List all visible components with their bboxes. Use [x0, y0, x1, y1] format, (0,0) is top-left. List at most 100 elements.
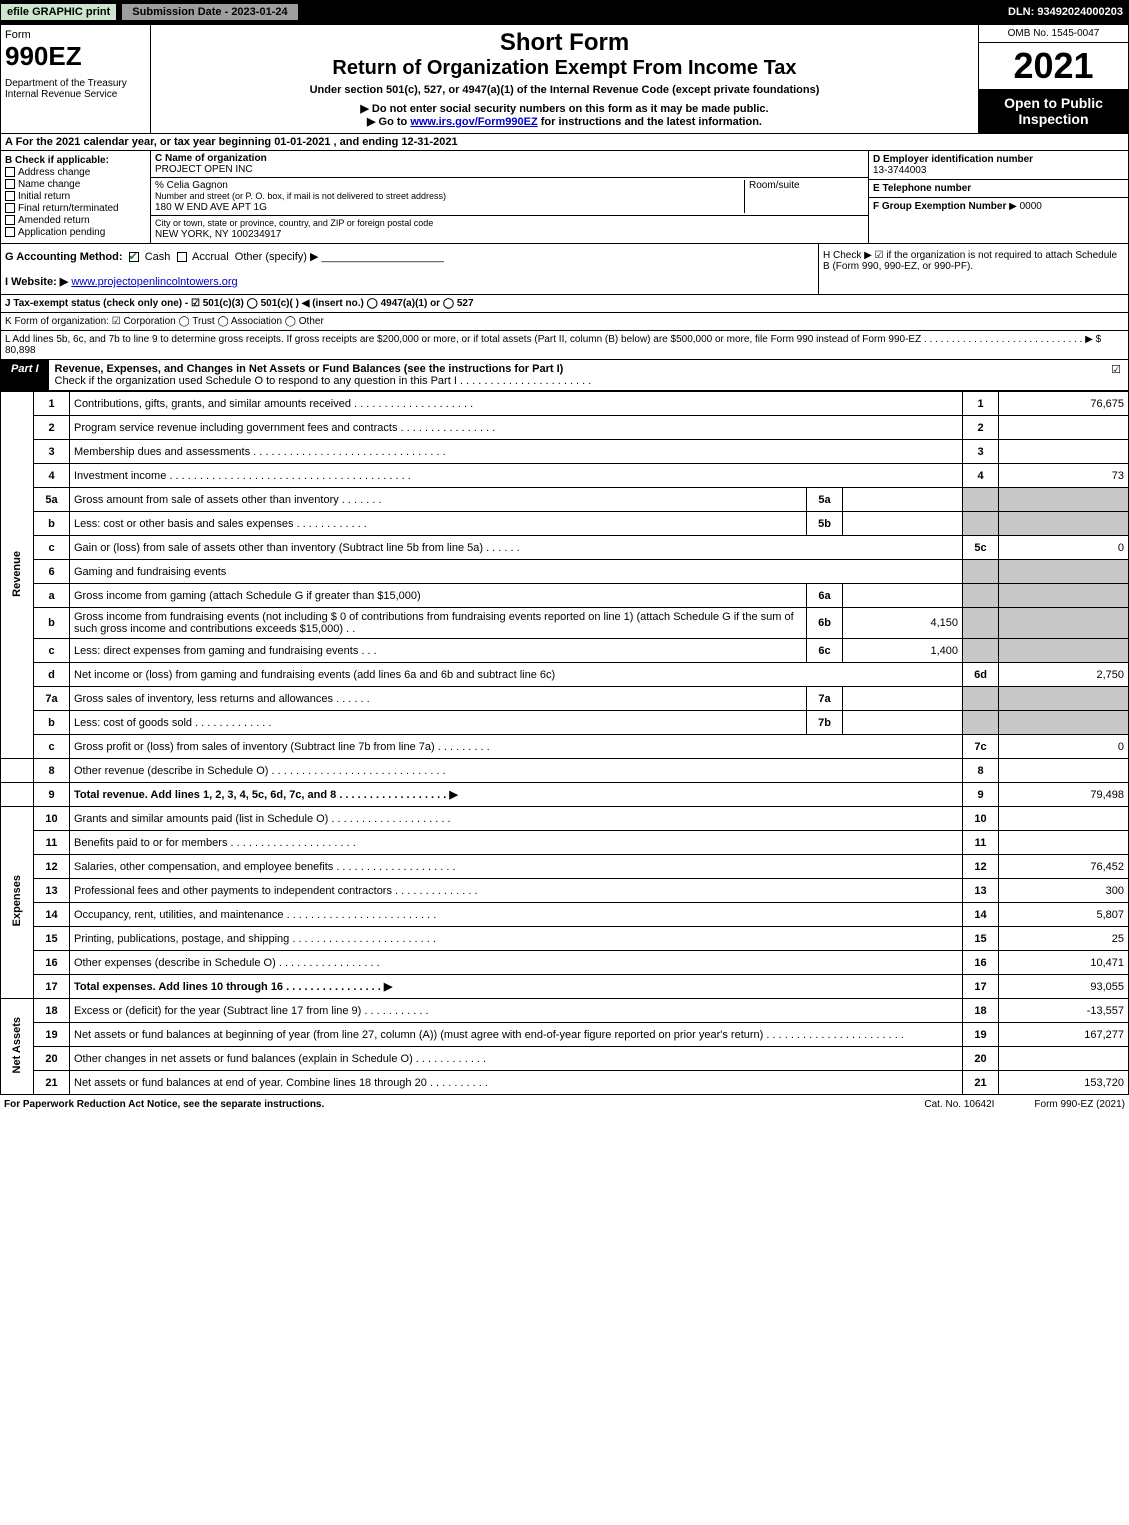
- line-5b: b Less: cost or other basis and sales ex…: [1, 512, 1129, 536]
- ein-value: 13-3744003: [873, 165, 926, 176]
- part1-tag: Part I: [1, 360, 49, 390]
- part1-check-note: Check if the organization used Schedule …: [55, 375, 592, 387]
- short-form-title: Short Form: [159, 29, 970, 57]
- chk-initial-return[interactable]: Initial return: [5, 191, 146, 202]
- section-def: D Employer identification number 13-3744…: [868, 151, 1128, 243]
- form-ref: Form 990-EZ (2021): [1034, 1099, 1125, 1110]
- line-6: 6 Gaming and fundraising events: [1, 560, 1129, 584]
- cat-no: Cat. No. 10642I: [884, 1099, 1034, 1110]
- line-7a: 7a Gross sales of inventory, less return…: [1, 687, 1129, 711]
- city-label: City or town, state or province, country…: [155, 218, 433, 228]
- irs-link[interactable]: www.irs.gov/Form990EZ: [410, 116, 537, 128]
- org-name: PROJECT OPEN INC: [155, 164, 253, 175]
- line-14: 14 Occupancy, rent, utilities, and maint…: [1, 903, 1129, 927]
- line-16: 16 Other expenses (describe in Schedule …: [1, 951, 1129, 975]
- line-15: 15 Printing, publications, postage, and …: [1, 927, 1129, 951]
- other-specify-label: Other (specify) ▶: [235, 251, 319, 263]
- line-7c: c Gross profit or (loss) from sales of i…: [1, 735, 1129, 759]
- netassets-rot-label: Net Assets: [1, 999, 34, 1095]
- chk-amended-return[interactable]: Amended return: [5, 215, 146, 226]
- line-5a: 5a Gross amount from sale of assets othe…: [1, 488, 1129, 512]
- go-to-note: ▶ Go to www.irs.gov/Form990EZ for instru…: [159, 115, 970, 128]
- line-2: 2 Program service revenue including gove…: [1, 416, 1129, 440]
- return-title: Return of Organization Exempt From Incom…: [159, 57, 970, 80]
- line-6a: a Gross income from gaming (attach Sched…: [1, 584, 1129, 608]
- form-label: Form: [5, 29, 31, 41]
- open-to-public: Open to Public Inspection: [979, 89, 1128, 133]
- website-link[interactable]: www.projectopenlincolntowers.org: [71, 276, 237, 288]
- line-6b: b Gross income from fundraising events (…: [1, 608, 1129, 639]
- header-left: Form 990EZ Department of the Treasury In…: [1, 25, 151, 133]
- line-desc: Contributions, gifts, grants, and simila…: [70, 392, 963, 416]
- line-value: 76,675: [999, 392, 1129, 416]
- section-h: H Check ▶ ☑ if the organization is not r…: [818, 244, 1128, 294]
- tax-exempt-status: J Tax-exempt status (check only one) - ☑…: [5, 298, 474, 309]
- group-exemption-label: F Group Exemption Number: [873, 201, 1006, 212]
- address-label: Number and street (or P. O. box, if mail…: [155, 191, 446, 201]
- group-exemption-value: ▶ 0000: [1009, 201, 1042, 212]
- section-b: B Check if applicable: Address change Na…: [1, 151, 151, 243]
- expenses-rot-label: Expenses: [1, 807, 34, 999]
- care-of: % Celia Gagnon: [155, 180, 228, 191]
- cash-label: Cash: [145, 251, 171, 263]
- form-header: Form 990EZ Department of the Treasury In…: [0, 24, 1129, 134]
- line-6c: c Less: direct expenses from gaming and …: [1, 639, 1129, 663]
- line-21: 21 Net assets or fund balances at end of…: [1, 1071, 1129, 1095]
- part1-checkbox[interactable]: ☑: [1104, 360, 1128, 390]
- section-gh: G Accounting Method: Cash Accrual Other …: [0, 244, 1129, 295]
- line-11: 11 Benefits paid to or for members . . .…: [1, 831, 1129, 855]
- chk-application-pending[interactable]: Application pending: [5, 227, 146, 238]
- section-k: K Form of organization: ☑ Corporation ◯ …: [0, 313, 1129, 331]
- do-not-note: ▶ Do not enter social security numbers o…: [159, 102, 970, 115]
- city-state-zip: NEW YORK, NY 100234917: [155, 229, 281, 240]
- line-10: Expenses 10 Grants and similar amounts p…: [1, 807, 1129, 831]
- section-j: J Tax-exempt status (check only one) - ☑…: [0, 295, 1129, 313]
- department: Department of the Treasury Internal Reve…: [5, 78, 146, 100]
- room-suite-label: Room/suite: [749, 180, 800, 191]
- omb-number: OMB No. 1545-0047: [979, 25, 1128, 43]
- line-19: 19 Net assets or fund balances at beginn…: [1, 1023, 1129, 1047]
- line-8: 8 Other revenue (describe in Schedule O)…: [1, 759, 1129, 783]
- part1-header: Part I Revenue, Expenses, and Changes in…: [0, 360, 1129, 391]
- chk-final-return[interactable]: Final return/terminated: [5, 203, 146, 214]
- org-name-label: C Name of organization: [155, 153, 267, 164]
- line-6d: d Net income or (loss) from gaming and f…: [1, 663, 1129, 687]
- topbar: efile GRAPHIC print Submission Date - 20…: [0, 0, 1129, 24]
- section-bcdef: B Check if applicable: Address change Na…: [0, 151, 1129, 244]
- section-c: C Name of organization PROJECT OPEN INC …: [151, 151, 868, 243]
- line-18: Net Assets 18 Excess or (deficit) for th…: [1, 999, 1129, 1023]
- telephone-label: E Telephone number: [873, 183, 971, 194]
- revenue-rot-label: Revenue: [1, 392, 34, 759]
- line-no: 1: [34, 392, 70, 416]
- accrual-label: Accrual: [192, 251, 229, 263]
- efile-label[interactable]: efile GRAPHIC print: [0, 3, 117, 21]
- chk-cash[interactable]: [129, 252, 139, 262]
- website-label: I Website: ▶: [5, 276, 68, 288]
- line-12: 12 Salaries, other compensation, and emp…: [1, 855, 1129, 879]
- section-a: A For the 2021 calendar year, or tax yea…: [0, 134, 1129, 151]
- header-right: OMB No. 1545-0047 2021 Open to Public In…: [978, 25, 1128, 133]
- line-5c: c Gain or (loss) from sale of assets oth…: [1, 536, 1129, 560]
- line-9: 9 Total revenue. Add lines 1, 2, 3, 4, 5…: [1, 783, 1129, 807]
- accounting-method-label: G Accounting Method:: [5, 251, 123, 263]
- street-address: 180 W END AVE APT 1G: [155, 202, 267, 213]
- part1-title: Revenue, Expenses, and Changes in Net As…: [55, 363, 564, 375]
- line-7b: b Less: cost of goods sold . . . . . . .…: [1, 711, 1129, 735]
- ein-label: D Employer identification number: [873, 154, 1033, 165]
- paperwork-notice: For Paperwork Reduction Act Notice, see …: [4, 1099, 884, 1110]
- tax-year: 2021: [979, 43, 1128, 89]
- chk-address-change[interactable]: Address change: [5, 167, 146, 178]
- chk-name-change[interactable]: Name change: [5, 179, 146, 190]
- line-20: 20 Other changes in net assets or fund b…: [1, 1047, 1129, 1071]
- line-3: 3 Membership dues and assessments . . . …: [1, 440, 1129, 464]
- part1-table: Revenue 1 Contributions, gifts, grants, …: [0, 391, 1129, 1095]
- submission-date: Submission Date - 2023-01-24: [121, 3, 298, 21]
- dln: DLN: 93492024000203: [1002, 4, 1129, 20]
- chk-accrual[interactable]: [177, 252, 187, 262]
- line-1: Revenue 1 Contributions, gifts, grants, …: [1, 392, 1129, 416]
- section-b-header: B Check if applicable:: [5, 155, 146, 166]
- line-4: 4 Investment income . . . . . . . . . . …: [1, 464, 1129, 488]
- form-number: 990EZ: [5, 41, 146, 72]
- section-note: Under section 501(c), 527, or 4947(a)(1)…: [159, 84, 970, 96]
- line-rno: 1: [963, 392, 999, 416]
